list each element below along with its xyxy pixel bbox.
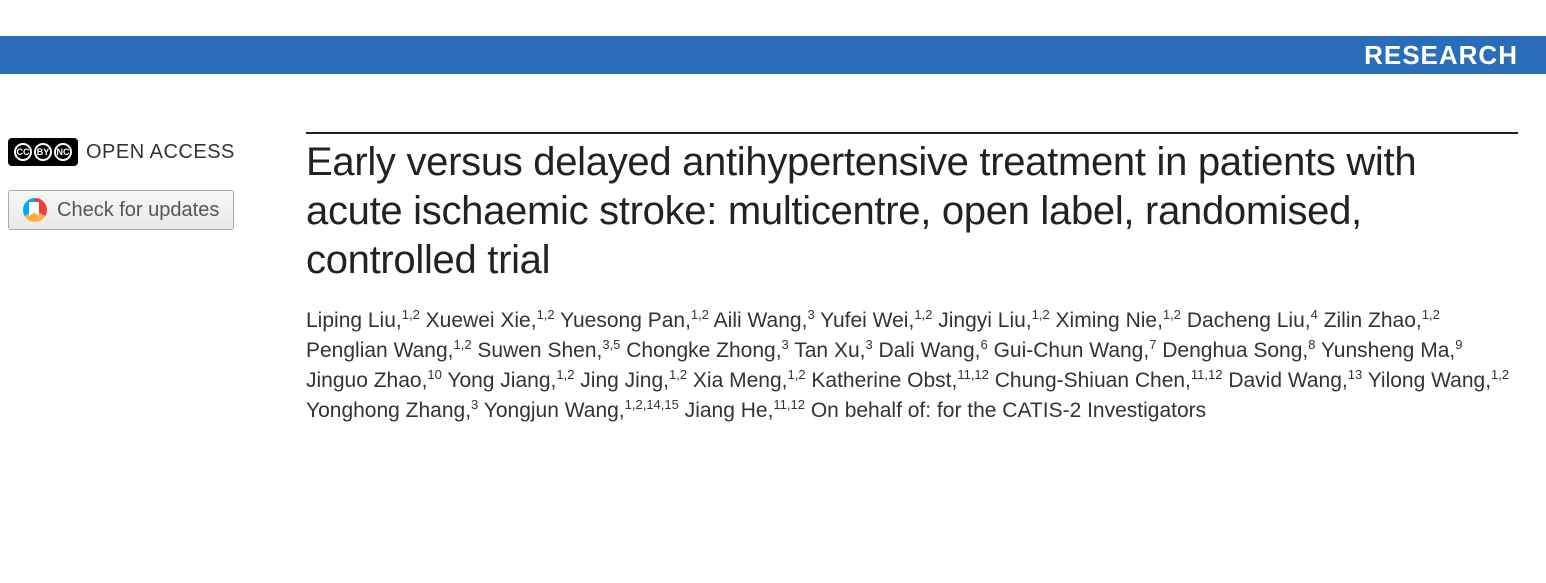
- author-affiliation: 3,5: [602, 337, 620, 352]
- open-access-row: CC BY NC OPEN ACCESS: [8, 138, 288, 166]
- author-name: Penglian Wang,: [306, 339, 453, 362]
- author-name: Aili Wang,: [714, 309, 808, 332]
- author-name: Xia Meng,: [693, 369, 788, 392]
- author-affiliation: 3: [471, 397, 478, 412]
- author-name: Ximing Nie,: [1056, 309, 1163, 332]
- author-affiliation: 1,2,14,15: [625, 397, 679, 412]
- author-name: Suwen Shen,: [477, 339, 602, 362]
- author-affiliation: 3: [782, 337, 789, 352]
- author-affiliation: 1,2: [669, 367, 687, 382]
- author-name: Chung-Shiuan Chen,: [995, 369, 1191, 392]
- author-affiliation: 1,2: [1491, 367, 1509, 382]
- author-affiliation: 1,2: [537, 307, 555, 322]
- author-name: Yongjun Wang,: [484, 399, 625, 422]
- content-row: CC BY NC OPEN ACCESS Check for updates E…: [0, 74, 1546, 446]
- author-name: Denghua Song,: [1162, 339, 1308, 362]
- check-updates-button[interactable]: Check for updates: [8, 190, 234, 230]
- section-banner: RESEARCH: [0, 36, 1546, 74]
- author-list: Liping Liu,1,2 Xuewei Xie,1,2 Yuesong Pa…: [306, 306, 1518, 425]
- author-name: Dali Wang,: [879, 339, 981, 362]
- author-affiliation: 8: [1308, 337, 1315, 352]
- author-name: Yong Jiang,: [447, 369, 556, 392]
- author-name: Yilong Wang,: [1368, 369, 1491, 392]
- author-affiliation: 3: [807, 307, 814, 322]
- author-affiliation: 1,2: [402, 307, 420, 322]
- open-access-label: OPEN ACCESS: [86, 141, 235, 164]
- author-name: Jing Jing,: [580, 369, 669, 392]
- article-title: Early versus delayed antihypertensive tr…: [306, 138, 1518, 284]
- author-name: Dacheng Liu,: [1187, 309, 1311, 332]
- author-affiliation: 1,2: [1032, 307, 1050, 322]
- author-name: Yufei Wei,: [820, 309, 914, 332]
- author-name: Chongke Zhong,: [626, 339, 781, 362]
- author-name: Yuesong Pan,: [560, 309, 691, 332]
- author-name: Tan Xu,: [794, 339, 865, 362]
- author-affiliation: 11,12: [773, 397, 805, 412]
- on-behalf-text: On behalf of: for the CATIS-2 Investigat…: [811, 399, 1206, 422]
- main-column: Early versus delayed antihypertensive tr…: [306, 132, 1518, 426]
- author-affiliation: 7: [1149, 337, 1156, 352]
- author-name: Xuewei Xie,: [426, 309, 537, 332]
- author-affiliation: 3: [865, 337, 872, 352]
- author-affiliation: 6: [980, 337, 987, 352]
- author-affiliation: 9: [1455, 337, 1462, 352]
- author-name: Gui-Chun Wang,: [994, 339, 1150, 362]
- author-affiliation: 1,2: [914, 307, 932, 322]
- author-name: Katherine Obst,: [811, 369, 957, 392]
- author-affiliation: 11,12: [957, 367, 989, 382]
- cc-by-nc-icon: CC BY NC: [8, 138, 78, 166]
- author-affiliation: 1,2: [787, 367, 805, 382]
- author-affiliation: 11,12: [1191, 367, 1223, 382]
- author-affiliation: 1,2: [1163, 307, 1181, 322]
- author-name: Yunsheng Ma,: [1321, 339, 1455, 362]
- author-name: Jinguo Zhao,: [306, 369, 427, 392]
- author-affiliation: 1,2: [453, 337, 471, 352]
- check-updates-label: Check for updates: [57, 199, 219, 222]
- author-affiliation: 1,2: [691, 307, 709, 322]
- author-affiliation: 13: [1348, 367, 1362, 382]
- author-affiliation: 10: [427, 367, 441, 382]
- section-label: RESEARCH: [1364, 40, 1518, 71]
- author-name: Liping Liu,: [306, 309, 402, 332]
- author-name: Zilin Zhao,: [1324, 309, 1422, 332]
- crossmark-icon: [23, 198, 47, 222]
- author-name: Jingyi Liu,: [938, 309, 1031, 332]
- author-affiliation: 1,2: [556, 367, 574, 382]
- left-column: CC BY NC OPEN ACCESS Check for updates: [8, 132, 288, 426]
- author-affiliation: 1,2: [1422, 307, 1440, 322]
- author-name: Yonghong Zhang,: [306, 399, 471, 422]
- author-affiliation: 4: [1311, 307, 1318, 322]
- author-name: Jiang He,: [685, 399, 774, 422]
- author-name: David Wang,: [1228, 369, 1347, 392]
